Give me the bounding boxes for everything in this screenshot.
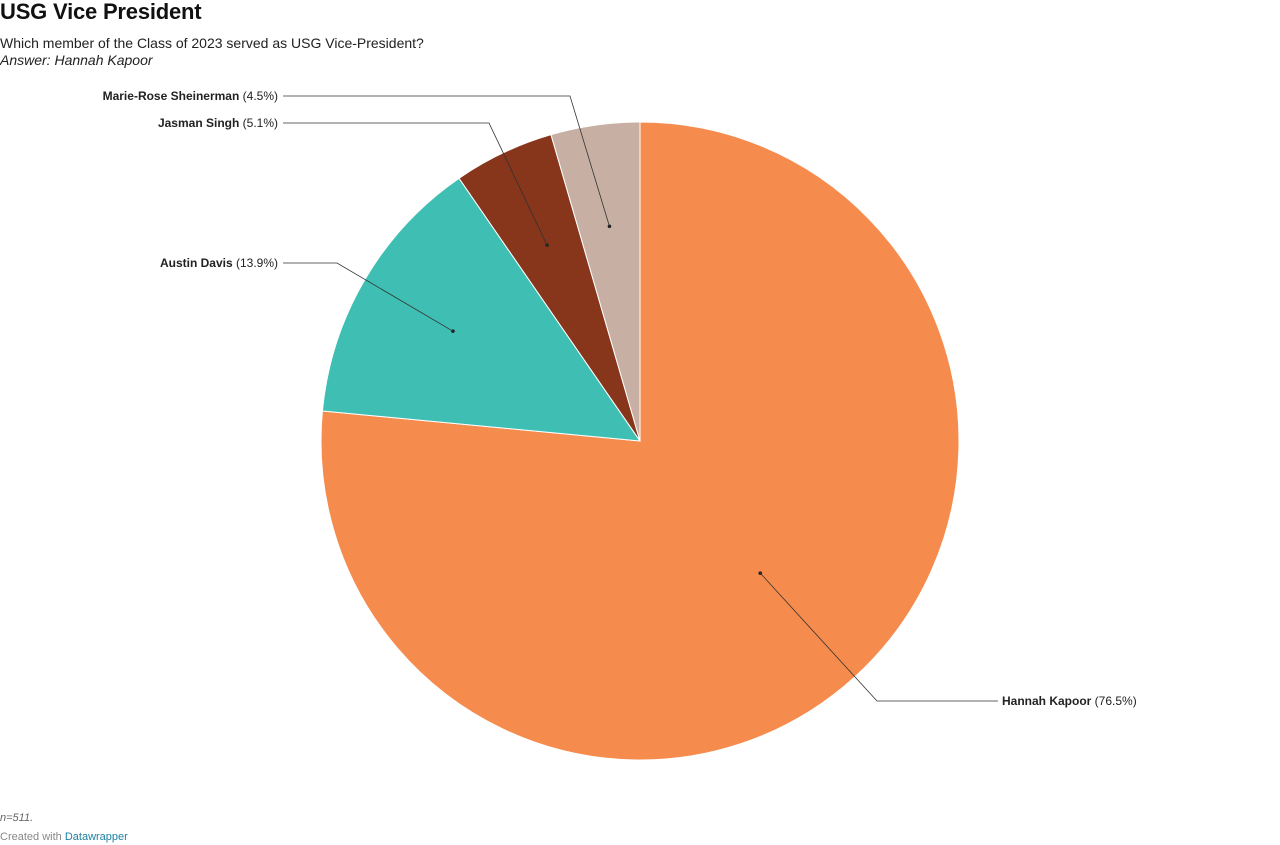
leader-dot	[451, 329, 455, 333]
leader-line	[759, 572, 998, 702]
credit-prefix: Created with	[0, 831, 62, 843]
chart-subtitle: Which member of the Class of 2023 served…	[0, 35, 424, 51]
slice-label-value: (4.5%)	[239, 89, 278, 103]
chart-title: USG Vice President	[0, 0, 202, 24]
slice-labels: Hannah Kapoor (76.5%) Austin Davis (13.9%…	[103, 89, 1137, 708]
slice-label: Hannah Kapoor (76.5%)	[1002, 694, 1137, 708]
leader-line	[283, 95, 610, 227]
slice-label-name: Jasman Singh	[158, 116, 239, 130]
leader-line	[283, 122, 548, 246]
leader-line	[283, 262, 454, 332]
slice-label: Jasman Singh (5.1%)	[158, 116, 278, 130]
slice-label-value: (76.5%)	[1091, 694, 1136, 708]
datawrapper-link[interactable]: Datawrapper	[64, 831, 128, 843]
slice-label-name: Austin Davis	[160, 256, 233, 270]
slice-label-name: Marie-Rose Sheinerman	[103, 89, 240, 103]
slice-label-value: (5.1%)	[239, 116, 278, 130]
slice-label: Marie-Rose Sheinerman (4.5%)	[103, 89, 278, 103]
credit-line: Created with Datawrapper	[0, 831, 128, 843]
chart-answer: Answer: Hannah Kapoor	[0, 52, 153, 68]
slice-label: Austin Davis (13.9%)	[160, 256, 278, 270]
pie-slice-marie-rose-sheinerman[interactable]	[550, 121, 641, 442]
slice-label-value: (13.9%)	[233, 256, 278, 270]
pie-slices	[320, 121, 960, 761]
sample-size-note: n=511.	[0, 812, 34, 824]
leader-lines	[283, 95, 998, 702]
slice-label-name: Hannah Kapoor	[1002, 694, 1092, 708]
